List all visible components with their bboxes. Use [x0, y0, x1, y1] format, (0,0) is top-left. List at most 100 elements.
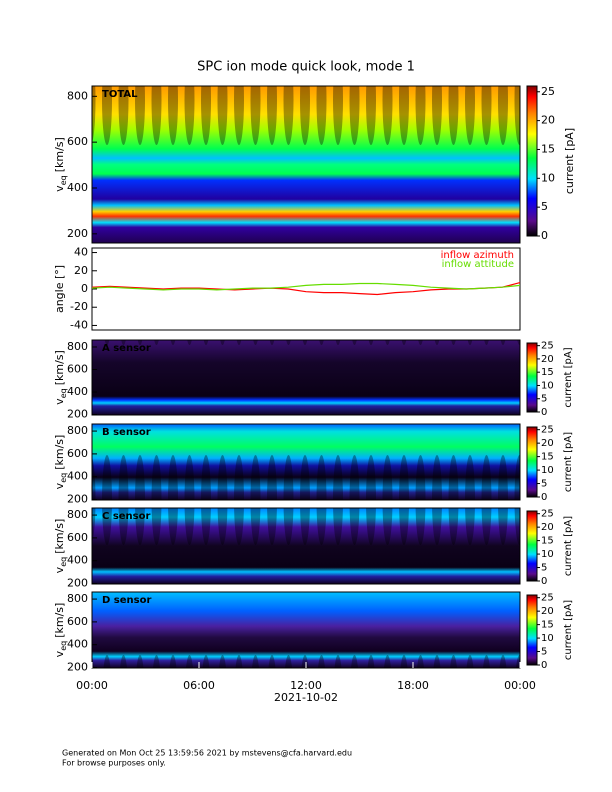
panel-label: C sensor: [102, 511, 150, 522]
y-axis-label-subscript: eq: [59, 388, 68, 398]
colorbar-tick-label: 20: [541, 438, 554, 449]
colorbar: [526, 510, 538, 582]
colorbar-tick-label: 20: [541, 114, 555, 127]
legend-label: inflow azimuth: [441, 250, 514, 261]
x-tick-label: 18:00: [397, 679, 429, 692]
y-tick-label: -40: [70, 318, 88, 331]
colorbar-tick-label: 0: [541, 660, 547, 671]
colorbar-tick-label: 20: [541, 522, 554, 533]
colorbar-label: current [pA]: [563, 516, 574, 576]
colorbar-label: current [pA]: [563, 347, 574, 407]
colorbar-tick-label: 5: [541, 647, 547, 658]
y-axis-label-unit: [km/s]: [53, 435, 66, 470]
colorbar-tick-label: 10: [541, 171, 555, 184]
y-axis-label: veq [km/s]: [53, 435, 68, 490]
y-tick-label: 400: [67, 554, 88, 567]
spectrogram-texture: [92, 340, 520, 415]
x-tick-label: 06:00: [183, 679, 215, 692]
panel-label: D sensor: [102, 595, 151, 606]
y-tick-label: 400: [67, 638, 88, 651]
spectrogram-texture: [92, 424, 520, 500]
colorbar-tick-label: 15: [541, 142, 555, 155]
y-tick-label: 600: [67, 363, 88, 376]
colorbar-tick-label: 25: [541, 341, 554, 352]
y-axis-label-subscript: eq: [59, 641, 68, 651]
colorbar-label: current [pA]: [563, 600, 574, 660]
footer-line: Generated on Mon Oct 25 13:59:56 2021 by…: [62, 749, 352, 758]
y-axis-label: veq [km/s]: [53, 519, 68, 574]
y-axis-label-subscript: eq: [59, 175, 68, 185]
y-axis-label-symbol: v: [53, 185, 66, 192]
y-axis-label-subscript: eq: [59, 557, 68, 567]
spectrogram-texture: [92, 592, 520, 668]
series-line: [91, 282, 521, 296]
y-tick-label: 800: [67, 340, 88, 353]
colorbar-tick-label: 10: [541, 465, 554, 476]
series-line: [91, 282, 521, 291]
x-axis-label: 2021-10-02: [274, 691, 338, 704]
y-tick-label: 200: [67, 408, 88, 421]
colorbar: [526, 426, 538, 498]
y-tick-label: 200: [67, 661, 88, 674]
y-axis-label-symbol: v: [53, 482, 66, 489]
y-tick-label: 200: [67, 577, 88, 590]
y-axis-label: veq [km/s]: [53, 603, 68, 658]
colorbar-tick-label: 15: [541, 367, 554, 378]
chart-title: SPC ion mode quick look, mode 1: [197, 60, 415, 75]
y-tick-label: 800: [67, 592, 88, 605]
y-tick-label: 600: [67, 531, 88, 544]
y-axis-label-unit: [km/s]: [53, 350, 66, 385]
colorbar-tick-label: 5: [541, 200, 548, 213]
colorbar: [526, 594, 538, 666]
colorbar-tick-label: 0: [541, 576, 547, 587]
y-axis-label: angle [°]: [53, 265, 66, 313]
plot-frame: [91, 339, 521, 416]
x-tick-label: 00:00: [504, 679, 536, 692]
y-axis-label-unit: [km/s]: [53, 603, 66, 638]
colorbar-label: current [pA]: [563, 432, 574, 492]
y-tick-label: -20: [70, 300, 88, 313]
plot-frame: [91, 507, 521, 585]
spectrogram-texture: [92, 86, 520, 243]
colorbar-tick-label: 0: [541, 407, 547, 418]
y-axis-label-subscript: eq: [59, 473, 68, 483]
colorbar-tick-label: 0: [541, 492, 547, 503]
colorbar-tick-label: 20: [541, 354, 554, 365]
legend-label: inflow attitude: [442, 259, 514, 270]
colorbar-tick-label: 0: [541, 229, 548, 242]
colorbar-tick-label: 10: [541, 380, 554, 391]
spectrogram-texture: [92, 508, 520, 584]
y-tick-label: 20: [74, 264, 88, 277]
y-tick-label: 800: [67, 89, 88, 102]
y-tick-label: 600: [67, 135, 88, 148]
y-tick-label: 0: [81, 282, 88, 295]
panel-label: TOTAL: [102, 89, 138, 100]
colorbar-tick-label: 25: [541, 85, 555, 98]
colorbar-tick-label: 20: [541, 606, 554, 617]
panel-label: B sensor: [102, 427, 151, 438]
y-tick-label: 800: [67, 424, 88, 437]
x-tick-label: 00:00: [76, 679, 108, 692]
y-axis-label-symbol: v: [53, 566, 66, 573]
colorbar-tick-label: 25: [541, 509, 554, 520]
colorbar-tick-label: 5: [541, 563, 547, 574]
y-axis-label: veq [km/s]: [53, 350, 68, 405]
colorbar: [526, 342, 538, 413]
y-axis-label-unit: [km/s]: [53, 519, 66, 554]
y-tick-label: 600: [67, 447, 88, 460]
footer-line: For browse purposes only.: [62, 759, 166, 768]
y-tick-label: 40: [74, 246, 88, 259]
colorbar-tick-label: 25: [541, 425, 554, 436]
colorbar-tick-label: 10: [541, 549, 554, 560]
colorbar-tick-label: 15: [541, 452, 554, 463]
colorbar-tick-label: 5: [541, 394, 547, 405]
plot-frame: [91, 423, 521, 501]
colorbar-tick-label: 10: [541, 633, 554, 644]
y-axis-label-unit: [km/s]: [53, 137, 66, 172]
colorbar-tick-label: 15: [541, 536, 554, 547]
y-axis-label-symbol: v: [53, 650, 66, 657]
colorbar-tick-label: 25: [541, 593, 554, 604]
y-axis-label-symbol: v: [53, 398, 66, 405]
colorbar-tick-label: 15: [541, 620, 554, 631]
